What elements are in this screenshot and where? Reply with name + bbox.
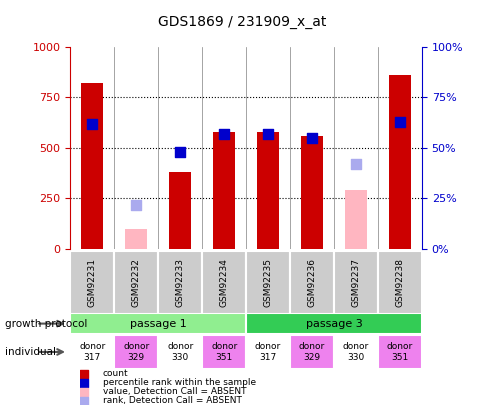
Point: [79, 371, 87, 377]
Point: [307, 134, 315, 141]
Bar: [245, 251, 289, 314]
Bar: [114, 251, 158, 314]
Text: donor
351: donor 351: [211, 342, 237, 362]
Text: value, Detection Call = ABSENT: value, Detection Call = ABSENT: [103, 387, 246, 396]
Bar: [333, 335, 377, 369]
Text: GSM92234: GSM92234: [219, 258, 228, 307]
Bar: [245, 335, 289, 369]
Bar: [202, 335, 245, 369]
Bar: [301, 136, 322, 249]
Bar: [125, 229, 147, 249]
Point: [264, 130, 272, 137]
Bar: [213, 132, 235, 249]
Bar: [81, 83, 103, 249]
Text: GSM92233: GSM92233: [175, 258, 184, 307]
Bar: [70, 313, 245, 334]
Text: donor
329: donor 329: [123, 342, 149, 362]
Text: GSM92236: GSM92236: [307, 258, 316, 307]
Bar: [333, 251, 377, 314]
Text: GSM92237: GSM92237: [351, 258, 360, 307]
Text: donor
330: donor 330: [167, 342, 193, 362]
Text: GSM92231: GSM92231: [88, 258, 97, 307]
Bar: [114, 335, 158, 369]
Bar: [70, 251, 114, 314]
Text: donor
317: donor 317: [79, 342, 105, 362]
Text: GSM92235: GSM92235: [263, 258, 272, 307]
Bar: [344, 190, 366, 249]
Bar: [289, 251, 333, 314]
Text: GSM92232: GSM92232: [132, 258, 140, 307]
Point: [351, 161, 359, 167]
Text: count: count: [103, 369, 128, 378]
Point: [220, 130, 227, 137]
Text: donor
330: donor 330: [342, 342, 368, 362]
Text: donor
329: donor 329: [298, 342, 324, 362]
Point: [79, 388, 87, 395]
Bar: [245, 313, 421, 334]
Text: donor
351: donor 351: [386, 342, 412, 362]
Bar: [158, 251, 202, 314]
Text: passage 1: passage 1: [130, 319, 186, 328]
Text: donor
317: donor 317: [255, 342, 281, 362]
Text: rank, Detection Call = ABSENT: rank, Detection Call = ABSENT: [103, 396, 241, 405]
Bar: [70, 335, 114, 369]
Text: percentile rank within the sample: percentile rank within the sample: [103, 378, 256, 387]
Text: passage 3: passage 3: [305, 319, 362, 328]
Point: [88, 120, 96, 127]
Point: [79, 397, 87, 404]
Text: GSM92238: GSM92238: [394, 258, 404, 307]
Bar: [158, 335, 202, 369]
Point: [132, 201, 140, 208]
Bar: [202, 251, 245, 314]
Bar: [377, 251, 421, 314]
Point: [176, 149, 184, 155]
Point: [395, 118, 403, 125]
Text: GDS1869 / 231909_x_at: GDS1869 / 231909_x_at: [158, 15, 326, 29]
Bar: [257, 132, 278, 249]
Bar: [289, 335, 333, 369]
Point: [79, 379, 87, 386]
Bar: [388, 75, 410, 249]
Bar: [377, 335, 421, 369]
Bar: [169, 172, 191, 249]
Text: growth protocol: growth protocol: [5, 319, 87, 328]
Text: individual: individual: [5, 347, 56, 357]
